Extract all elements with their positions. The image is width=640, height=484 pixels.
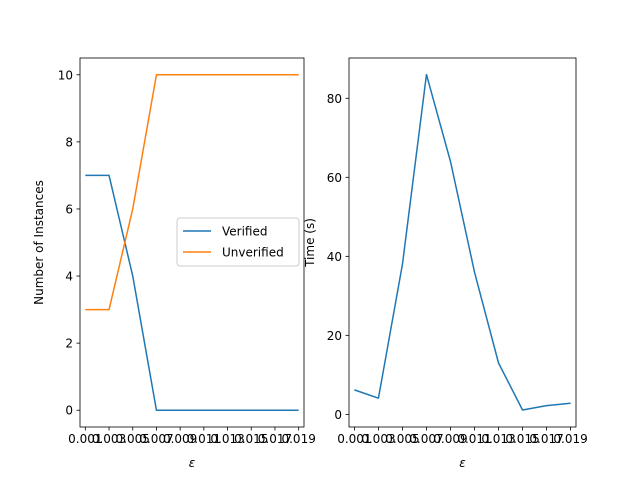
y-tick-label: 40 [327, 250, 342, 264]
y-axis-label: Time (s) [303, 218, 317, 268]
x-tick-label: 0.019 [281, 432, 315, 446]
y-tick-label: 10 [58, 68, 73, 82]
x-tick-label: 0.019 [553, 432, 587, 446]
x-axis-label: ε [459, 456, 466, 470]
y-tick-label: 2 [65, 337, 73, 351]
y-tick-label: 80 [327, 92, 342, 106]
legend-label: Unverified [222, 246, 284, 260]
y-tick-label: 0 [65, 404, 73, 418]
y-tick-label: 60 [327, 171, 342, 185]
legend-label: Verified [222, 225, 268, 239]
legend: Verified Unverified [177, 218, 299, 266]
y-tick-label: 8 [65, 135, 73, 149]
x-axis-label: ε [189, 456, 196, 470]
y-tick-label: 4 [65, 270, 73, 284]
y-tick-label: 0 [334, 408, 342, 422]
y-axis-label: Number of Instances [32, 180, 46, 305]
y-tick-label: 6 [65, 202, 73, 216]
y-tick-label: 20 [327, 329, 342, 343]
